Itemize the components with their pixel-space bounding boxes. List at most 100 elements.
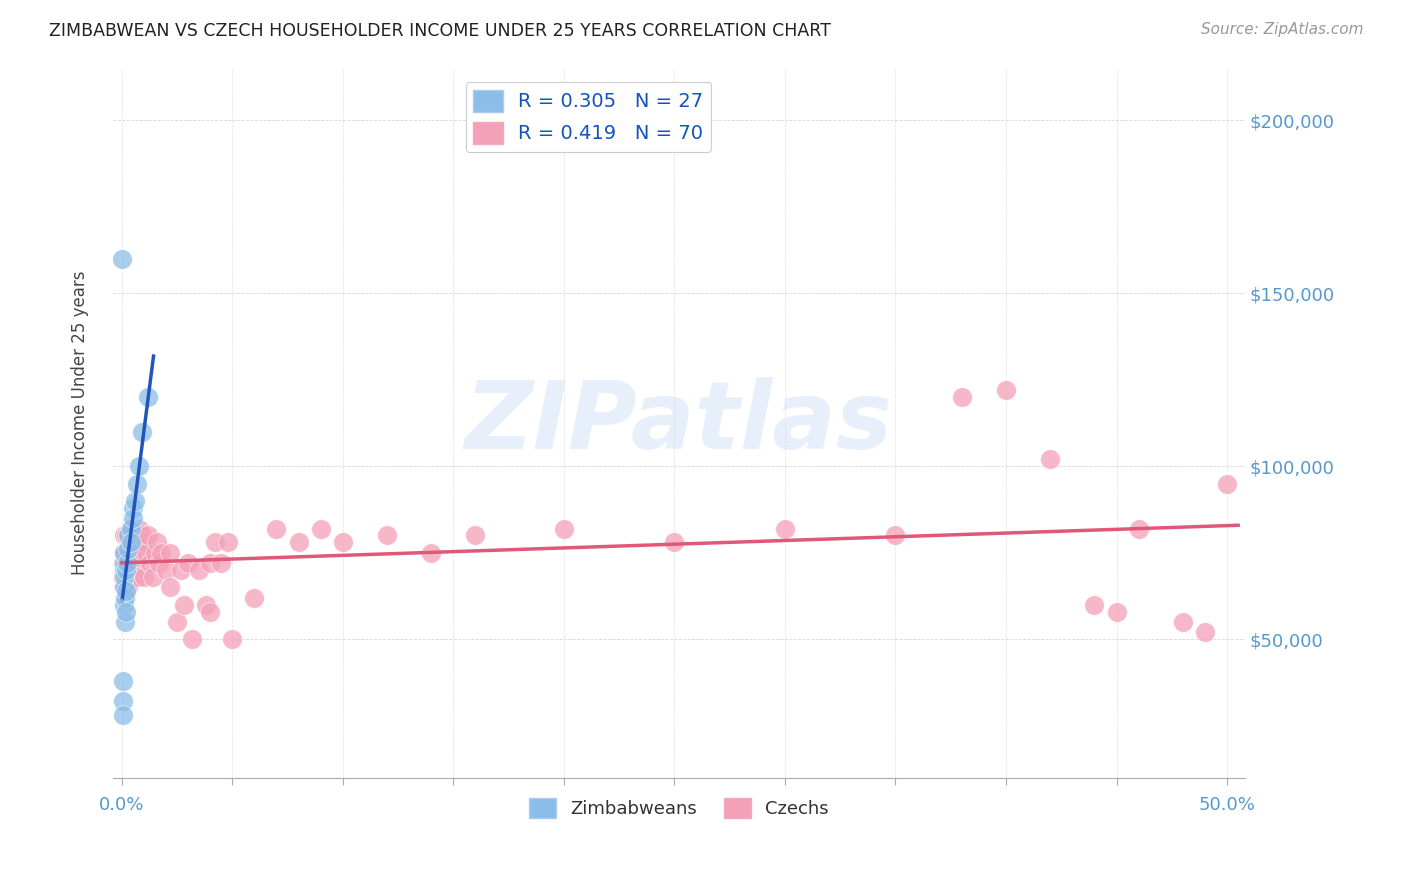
- Point: [173, 598, 195, 612]
- Point: [142, 570, 165, 584]
- Point: [127, 476, 149, 491]
- Point: [112, 556, 135, 570]
- Point: [221, 632, 243, 647]
- Point: [146, 535, 169, 549]
- Point: [114, 591, 136, 605]
- Point: [114, 615, 136, 629]
- Point: [112, 546, 135, 560]
- Point: [112, 580, 135, 594]
- Point: [553, 522, 575, 536]
- Point: [112, 556, 135, 570]
- Point: [217, 535, 239, 549]
- Point: [115, 563, 138, 577]
- Point: [188, 563, 211, 577]
- Point: [464, 528, 486, 542]
- Point: [121, 500, 143, 515]
- Point: [204, 535, 226, 549]
- Point: [135, 546, 157, 560]
- Point: [1194, 625, 1216, 640]
- Point: [124, 556, 146, 570]
- Point: [112, 708, 135, 723]
- Point: [128, 459, 150, 474]
- Point: [117, 528, 139, 542]
- Point: [111, 673, 134, 688]
- Point: [1105, 605, 1128, 619]
- Point: [150, 546, 173, 560]
- Point: [375, 528, 398, 542]
- Point: [1171, 615, 1194, 629]
- Point: [309, 522, 332, 536]
- Point: [127, 570, 149, 584]
- Point: [117, 528, 139, 542]
- Point: [120, 546, 142, 560]
- Point: [112, 580, 135, 594]
- Point: [132, 570, 155, 584]
- Point: [143, 546, 166, 560]
- Point: [128, 522, 150, 536]
- Point: [266, 522, 288, 536]
- Point: [287, 535, 309, 549]
- Point: [128, 546, 150, 560]
- Point: [120, 522, 142, 536]
- Point: [950, 390, 973, 404]
- Point: [115, 570, 138, 584]
- Point: [124, 494, 146, 508]
- Text: ZIPatlas: ZIPatlas: [465, 377, 893, 469]
- Point: [131, 425, 153, 439]
- Point: [159, 546, 181, 560]
- Point: [166, 615, 188, 629]
- Point: [121, 570, 143, 584]
- Point: [664, 535, 686, 549]
- Point: [112, 546, 135, 560]
- Legend: Zimbabweans, Czechs: Zimbabweans, Czechs: [522, 791, 837, 825]
- Point: [198, 605, 221, 619]
- Point: [995, 383, 1018, 397]
- Point: [115, 556, 138, 570]
- Point: [420, 546, 443, 560]
- Point: [117, 580, 139, 594]
- Point: [115, 605, 138, 619]
- Point: [120, 522, 142, 536]
- Point: [139, 556, 162, 570]
- Point: [120, 535, 142, 549]
- Point: [155, 563, 177, 577]
- Point: [1083, 598, 1105, 612]
- Point: [131, 528, 153, 542]
- Point: [111, 252, 134, 266]
- Point: [209, 556, 232, 570]
- Point: [198, 556, 221, 570]
- Point: [112, 528, 135, 542]
- Point: [127, 535, 149, 549]
- Point: [111, 570, 134, 584]
- Point: [112, 598, 135, 612]
- Point: [117, 556, 139, 570]
- Point: [181, 632, 204, 647]
- Point: [1128, 522, 1150, 536]
- Point: [121, 535, 143, 549]
- Point: [243, 591, 266, 605]
- Point: [1216, 476, 1239, 491]
- Point: [132, 535, 155, 549]
- Point: [114, 563, 136, 577]
- Point: [115, 583, 138, 598]
- Point: [177, 556, 200, 570]
- Text: Source: ZipAtlas.com: Source: ZipAtlas.com: [1201, 22, 1364, 37]
- Point: [194, 598, 217, 612]
- Point: [136, 390, 159, 404]
- Point: [1039, 452, 1062, 467]
- Point: [332, 535, 354, 549]
- Point: [136, 528, 159, 542]
- Point: [112, 563, 135, 577]
- Point: [117, 542, 139, 557]
- Y-axis label: Householder Income Under 25 years: Householder Income Under 25 years: [72, 271, 89, 575]
- Point: [159, 580, 181, 594]
- Point: [148, 556, 170, 570]
- Point: [112, 570, 135, 584]
- Text: ZIMBABWEAN VS CZECH HOUSEHOLDER INCOME UNDER 25 YEARS CORRELATION CHART: ZIMBABWEAN VS CZECH HOUSEHOLDER INCOME U…: [49, 22, 831, 40]
- Point: [170, 563, 193, 577]
- Point: [121, 511, 143, 525]
- Point: [115, 528, 138, 542]
- Point: [884, 528, 907, 542]
- Point: [111, 694, 134, 708]
- Point: [115, 546, 138, 560]
